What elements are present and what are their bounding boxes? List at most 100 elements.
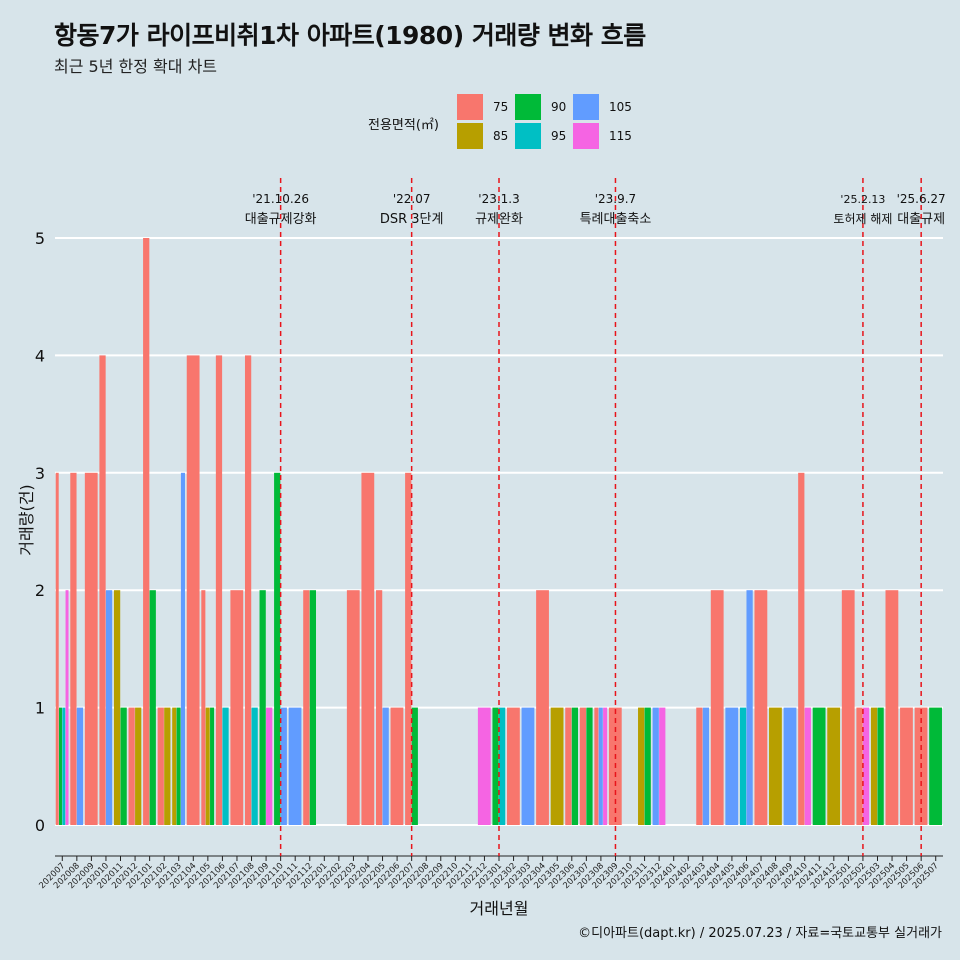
source-caption: ©디아파트(dapt.kr) / 2025.07.23 / 자료=국토교통부 실… — [578, 926, 942, 941]
bar-202410-115 — [804, 707, 811, 825]
bar-202007-75 — [55, 472, 59, 825]
bar-202109-115 — [266, 707, 273, 825]
legend-label-75: 75 — [493, 100, 509, 114]
bar-202205-105 — [382, 707, 389, 825]
bar-202502-115 — [862, 707, 870, 825]
y-tick-label-5: 5 — [35, 229, 45, 248]
bar-202108-75 — [244, 355, 252, 825]
bar-202101-90 — [149, 590, 156, 825]
bar-202105-75 — [201, 590, 206, 825]
bar-202110-105 — [280, 707, 287, 825]
bar-202410-75 — [798, 472, 805, 825]
bar-202010-105 — [105, 590, 113, 825]
bar-202105-90 — [210, 707, 215, 825]
bar-202308-105 — [598, 707, 603, 825]
event-date-4: '23.9.7 — [595, 192, 636, 206]
event-date-2: '22.07 — [393, 192, 431, 206]
legend-label-95: 95 — [551, 129, 567, 143]
bar-202501-75 — [841, 590, 855, 825]
event-label-6: 대출규제 — [897, 212, 945, 227]
legend-label-115: 115 — [609, 129, 632, 143]
event-date-3: '23.1.3 — [478, 192, 519, 206]
bar-202304-75 — [536, 590, 549, 825]
bar-202306-90 — [571, 707, 579, 825]
bar-202203-75 — [346, 590, 360, 825]
bar-202111-105 — [288, 707, 302, 825]
bar-202009-75 — [84, 472, 98, 825]
bar-202503-85 — [870, 707, 878, 825]
bar-202012-85 — [135, 707, 142, 825]
bar-202112-75 — [303, 590, 310, 825]
event-label-1: 대출규제강화 — [245, 212, 317, 227]
event-label-3: 규제완화 — [475, 212, 523, 227]
event-label-5: 토허제 해제 — [833, 212, 892, 226]
bar-202409-105 — [783, 707, 797, 825]
legend-label-90: 90 — [551, 100, 567, 114]
legend-key-90 — [515, 94, 541, 120]
bar-202502-75 — [856, 707, 863, 825]
bar-202010-75 — [99, 355, 106, 825]
bar-202102-75 — [157, 707, 164, 825]
y-tick-label-2: 2 — [35, 581, 45, 600]
event-label-2: DSR 3단계 — [380, 212, 444, 227]
bar-202103-85 — [172, 707, 177, 825]
legend-key-75 — [457, 94, 483, 120]
bar-202503-90 — [877, 707, 884, 825]
x-axis-title: 거래년월 — [470, 899, 529, 918]
bar-202303-105 — [521, 707, 535, 825]
legend-label-85: 85 — [493, 129, 509, 143]
bar-202007-90 — [59, 707, 62, 825]
y-tick-label-1: 1 — [35, 699, 45, 718]
bar-202106-95 — [222, 707, 229, 825]
bar-202411-90 — [812, 707, 826, 825]
bar-202408-85 — [769, 707, 782, 825]
legend-key-95 — [515, 123, 541, 149]
bar-202405-105 — [725, 707, 739, 825]
legend-key-115 — [573, 123, 599, 149]
bar-202404-75 — [710, 590, 724, 825]
bar-202008-75 — [70, 472, 77, 825]
legend-title: 전용면적(㎡) — [368, 118, 439, 133]
bar-202507-90 — [929, 707, 942, 825]
bar-202306-75 — [565, 707, 572, 825]
bar-202505-75 — [900, 707, 913, 825]
bar-202105-85 — [205, 707, 210, 825]
bar-202011-85 — [113, 590, 121, 825]
bar-202204-75 — [361, 472, 375, 825]
bar-202307-90 — [586, 707, 593, 825]
bar-202205-75 — [375, 590, 383, 825]
bar-202104-75 — [186, 355, 200, 825]
legend-label-105: 105 — [609, 100, 632, 114]
bar-202312-115 — [659, 707, 666, 825]
bar-202007-95 — [62, 707, 66, 825]
bar-202307-75 — [579, 707, 587, 825]
bar-202106-75 — [215, 355, 223, 825]
bar-202406-105 — [746, 590, 753, 825]
y-tick-label-3: 3 — [35, 464, 45, 483]
bar-202109-90 — [259, 590, 266, 825]
bar-202301-90 — [492, 707, 499, 825]
bar-202112-90 — [309, 590, 317, 825]
bar-202311-85 — [638, 707, 645, 825]
bar-202103-105 — [180, 472, 185, 825]
bar-202312-105 — [652, 707, 659, 825]
bar-202412-85 — [827, 707, 841, 825]
bar-202311-90 — [644, 707, 651, 825]
y-tick-label-4: 4 — [35, 346, 45, 365]
bar-202308-75 — [594, 707, 599, 825]
chart-title: 항동7가 라이프비취1차 아파트(1980) 거래량 변화 흐름 — [54, 21, 646, 50]
bar-202403-105 — [702, 707, 710, 825]
bar-202207-90 — [411, 707, 418, 825]
bar-202107-75 — [230, 590, 244, 825]
bar-202007-115 — [65, 590, 69, 825]
legend: 전용면적(㎡) 75 85 90 95 105 115 — [368, 92, 668, 152]
bar-202110-90 — [274, 472, 281, 825]
bar-202305-85 — [550, 707, 564, 825]
event-date-1: '21.10.26 — [252, 192, 309, 206]
bar-202403-75 — [696, 707, 703, 825]
chart-subtitle: 최근 5년 한정 확대 차트 — [54, 57, 218, 76]
bar-202301-95 — [499, 707, 506, 825]
y-axis-title: 거래량(건) — [17, 484, 36, 555]
bar-202011-90 — [120, 707, 127, 825]
